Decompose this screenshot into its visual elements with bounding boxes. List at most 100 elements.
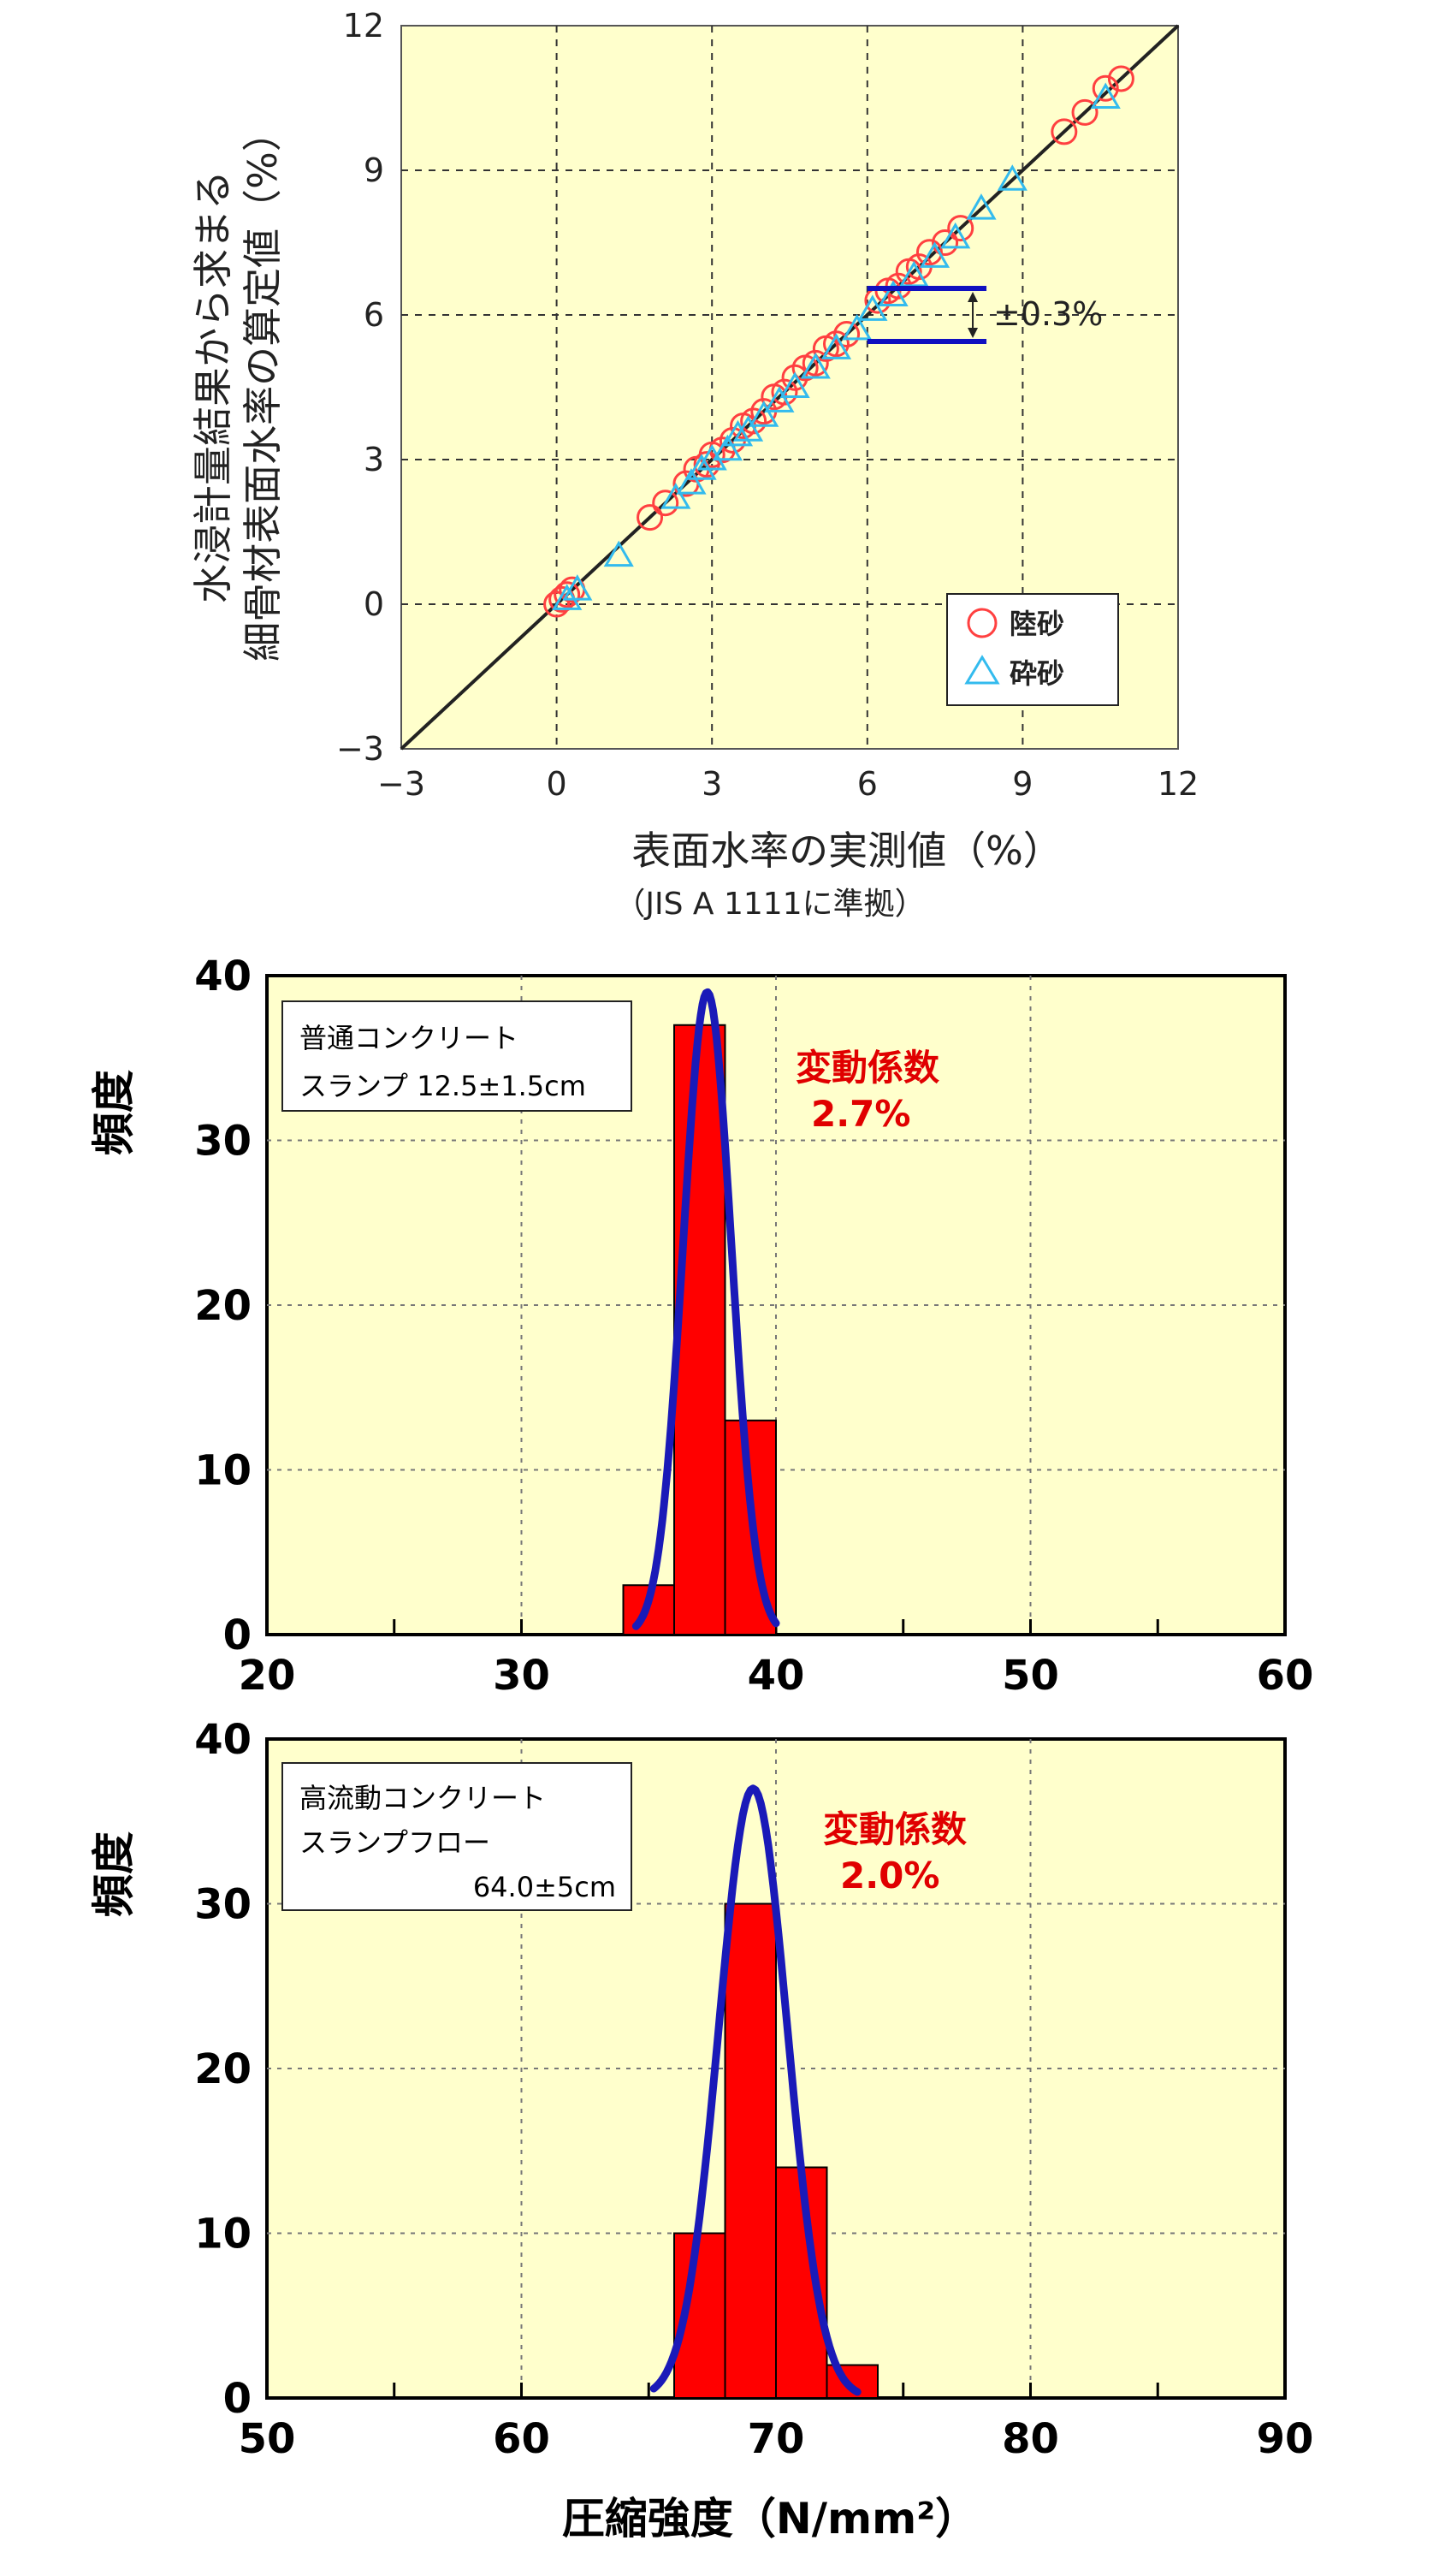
point-riku [1092, 74, 1119, 102]
x-tick-label: 70 [748, 2415, 805, 2463]
point-saisa [820, 333, 852, 359]
point-saisa [857, 294, 888, 321]
x-tick-label: 90 [1257, 2415, 1314, 2463]
histogram-bar [673, 1024, 726, 1635]
x-tick-label: 50 [1002, 1652, 1059, 1700]
condition-line-2: スランプ 12.5±1.5cm [299, 1070, 586, 1102]
tick-labels: 20 30 40 50 60 0 10 20 30 40 [194, 953, 1313, 1700]
point-riku [652, 490, 679, 517]
legend-box [946, 593, 1119, 706]
condition-box-frame [281, 1762, 632, 1911]
point-saisa [562, 574, 593, 601]
y-tick-label: 3 [364, 441, 384, 478]
y-axis-label-line2: 細骨材表面水率の算定値（%） [240, 112, 286, 662]
x-axis-label: 圧縮強度（N/mm²） [562, 2494, 978, 2543]
point-riku [1051, 118, 1078, 145]
point-saisa [660, 483, 691, 509]
point-saisa [603, 540, 634, 567]
point-riku [822, 330, 850, 358]
point-riku [915, 239, 943, 266]
tolerance-band [867, 286, 987, 344]
point-saisa [779, 371, 810, 398]
tick-labels: −3 0 3 6 9 12 −3 0 3 6 9 12 [336, 7, 1199, 803]
histogram-normal-concrete: 20 30 40 50 60 0 10 20 30 40 普通コンクリート スランプ 12.5±1… [89, 953, 1313, 1700]
arrow-down-icon [968, 327, 979, 338]
y-axis-label: 頻度 [89, 1070, 139, 1155]
y-tick-label: 0 [364, 585, 384, 623]
x-tick-label: 60 [493, 2415, 550, 2463]
cv-value: 2.7% [811, 1093, 910, 1135]
legend: 陸砂 砕砂 [946, 593, 1119, 706]
point-saisa [919, 241, 951, 268]
point-saisa [749, 401, 779, 427]
condition-line-3: 64.0±5cm [473, 1871, 616, 1903]
point-saisa [800, 352, 831, 379]
point-riku [771, 378, 798, 406]
condition-line-2: スランプフロー [299, 1826, 490, 1859]
y-tick-label: 30 [194, 1881, 252, 1929]
legend-label-riku: 陸砂 [1010, 608, 1064, 640]
point-riku [947, 215, 974, 242]
y-tick-label: 40 [194, 1716, 252, 1764]
normal-curve [631, 988, 780, 1630]
condition-line-1: 高流動コンクリート [299, 1782, 546, 1814]
bars [622, 1024, 777, 1635]
normal-curve [649, 1784, 862, 2396]
y-tick-label: 9 [364, 151, 384, 189]
y-tick-label: 20 [194, 1282, 252, 1330]
x-tick-label: 60 [1257, 1652, 1314, 1700]
cv-label: 変動係数 [823, 1808, 967, 1850]
point-saisa [1090, 82, 1121, 109]
x-tick-label: 6 [857, 765, 878, 803]
x-axis-label: 表面水率の実測値（%） [631, 828, 1063, 874]
y-tick-label: 40 [194, 953, 252, 1000]
y-tick-label: 12 [343, 7, 384, 45]
x-tick-label: 50 [239, 2415, 296, 2463]
legend-label-saisa: 砕砂 [1010, 657, 1064, 690]
point-saisa [764, 386, 795, 413]
y-tick-label: 6 [364, 296, 384, 334]
point-saisa [842, 313, 873, 341]
x-tick-label: 9 [1012, 765, 1033, 803]
condition-box-frame [281, 1000, 632, 1112]
point-saisa [676, 468, 707, 495]
y-tick-label: 10 [194, 2211, 252, 2258]
point-saisa [732, 415, 764, 442]
band-annotation: ±0.3% [993, 295, 1103, 333]
point-saisa [696, 443, 727, 471]
y-tick-label: 10 [194, 1447, 252, 1495]
x-tick-label: 12 [1158, 765, 1199, 803]
histogram-bar [724, 1902, 777, 2399]
y-axis-label: 頻度 [89, 1831, 139, 1917]
y-axis-label-line1: 水浸計量結果から求まる [190, 170, 236, 603]
data-points [543, 65, 1134, 618]
point-riku [802, 349, 829, 377]
point-riku [833, 321, 861, 348]
cv-value: 2.0% [840, 1855, 939, 1896]
point-saisa [940, 222, 971, 249]
point-saisa [686, 454, 717, 480]
point-saisa [552, 584, 583, 610]
point-riku [1107, 65, 1134, 92]
y-tick-label: 0 [223, 2375, 252, 2423]
point-saisa [997, 164, 1027, 191]
x-tick-label: 80 [1002, 2415, 1059, 2463]
condition-box: 高流動コンクリート スランプフロー 64.0±5cm [281, 1762, 632, 1911]
y-tick-label: 20 [194, 2045, 252, 2093]
point-saisa [898, 260, 929, 288]
x-tick-label: 20 [239, 1652, 296, 1700]
point-riku [637, 504, 664, 531]
point-riku [740, 407, 767, 435]
legend-marker-triangle-icon [964, 655, 1000, 685]
y-tick-label: 0 [223, 1611, 252, 1659]
y-tick-label: 30 [194, 1118, 252, 1166]
point-saisa [878, 280, 909, 306]
y-tick-label: −3 [336, 730, 384, 768]
y-axis-label: 水浸計量結果から求まる 細骨材表面水率の算定値（%） [190, 112, 286, 662]
cv-label: 変動係数 [796, 1047, 939, 1089]
point-riku [554, 581, 581, 608]
point-saisa [966, 193, 997, 220]
legend-marker-circle-icon [967, 608, 998, 638]
condition-box: 普通コンクリート スランプ 12.5±1.5cm [281, 1000, 632, 1112]
